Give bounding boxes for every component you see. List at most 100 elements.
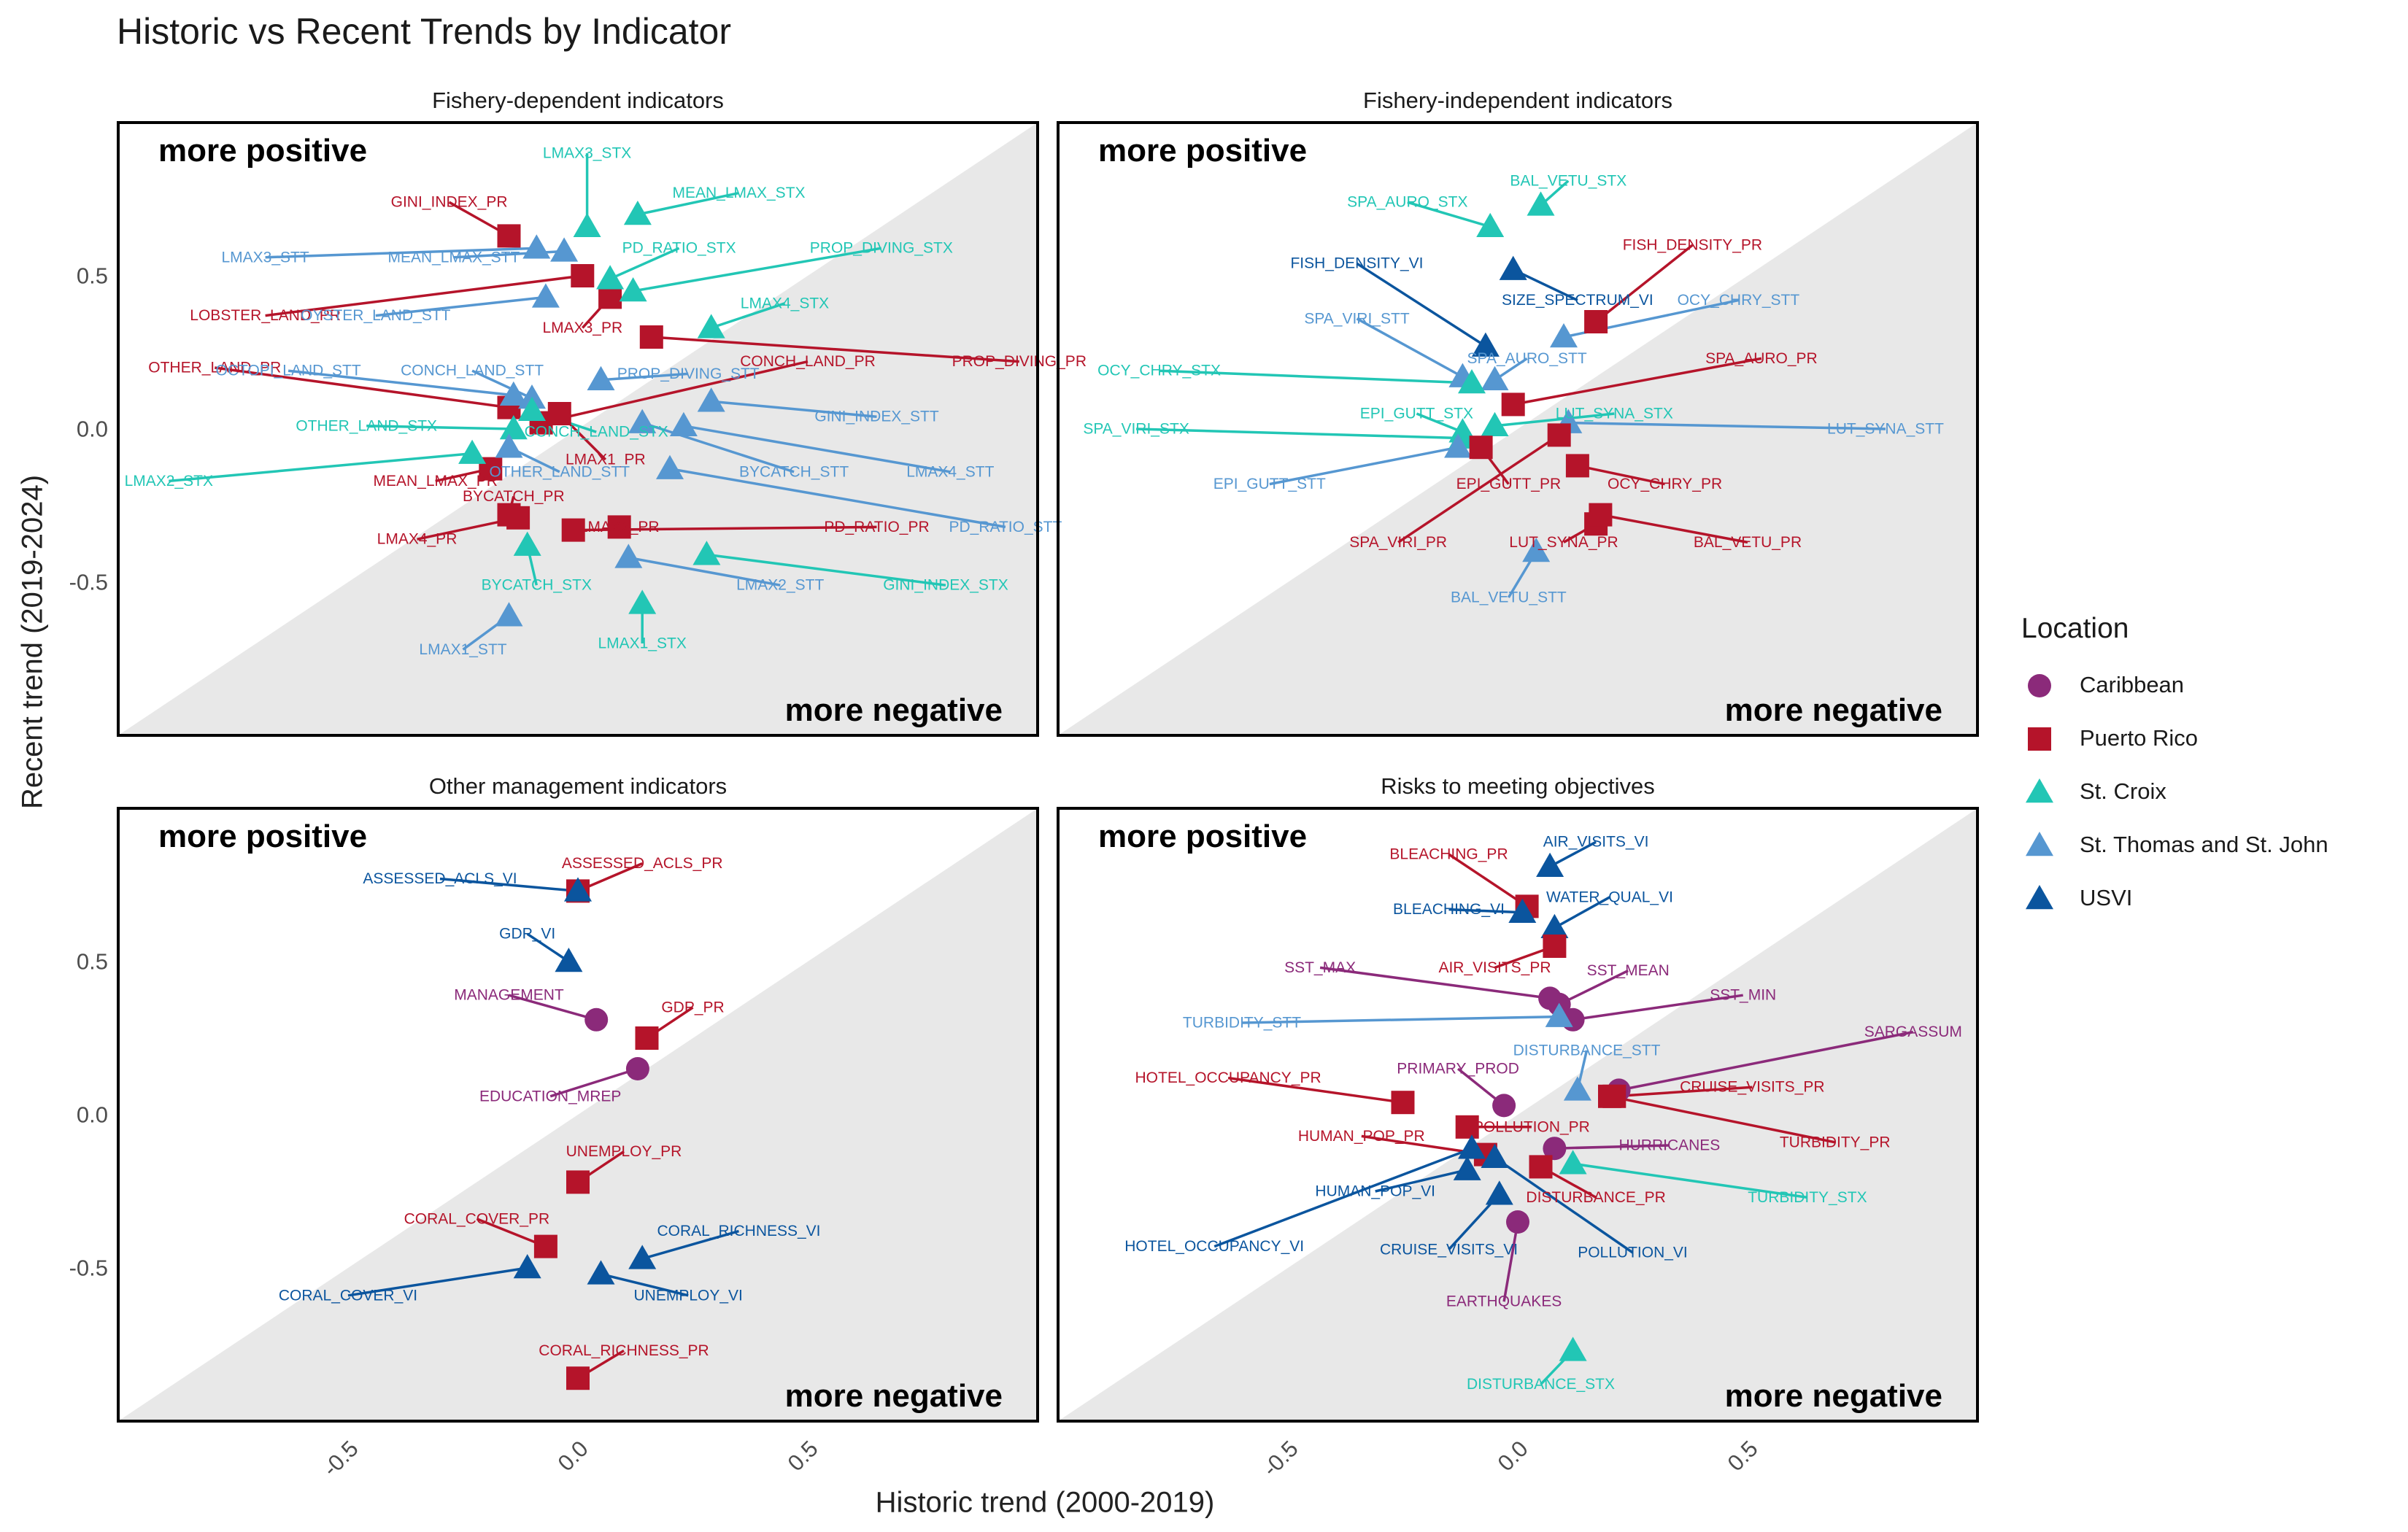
point-label: OTHER_LAND_PR bbox=[148, 360, 281, 376]
leader-line bbox=[1356, 262, 1486, 348]
leader-line bbox=[641, 1229, 739, 1261]
leader-line bbox=[628, 556, 781, 587]
legend-entry: St. Croix bbox=[2021, 765, 2328, 818]
point-label: SST_MIN bbox=[1710, 987, 1776, 1004]
more-negative-label: more negative bbox=[785, 692, 1003, 728]
leader-line bbox=[1319, 966, 1551, 1000]
point-marker bbox=[635, 1026, 659, 1050]
point-label: HOTEL_OCCUPANCY_PR bbox=[1135, 1069, 1321, 1086]
leader-line bbox=[1618, 1030, 1914, 1092]
panel-title: Fishery-dependent indicators bbox=[432, 88, 724, 113]
point-marker bbox=[564, 877, 592, 902]
point-label: DISTURBANCE_STT bbox=[1513, 1042, 1661, 1059]
point-label: LMAX1_PR bbox=[566, 452, 646, 468]
negative-region bbox=[1058, 123, 1977, 735]
point-label: PD_RATIO_STT bbox=[949, 519, 1062, 535]
leader-line bbox=[1397, 433, 1560, 543]
leader-line bbox=[215, 366, 509, 409]
y-tick-label: 0.5 bbox=[77, 949, 108, 975]
point-marker bbox=[1559, 1150, 1587, 1175]
legend: Location Caribbean Puerto Rico St. Croix St… bbox=[2021, 613, 2328, 924]
leader-line bbox=[1227, 1076, 1403, 1104]
point-marker bbox=[697, 387, 725, 412]
point-marker bbox=[513, 531, 541, 556]
legend-items: Caribbean Puerto Rico St. Croix St. Thomas … bbox=[2021, 658, 2328, 924]
point-marker bbox=[1453, 1156, 1481, 1180]
point-label: LMAX4_PR bbox=[377, 531, 458, 548]
point-marker bbox=[584, 1007, 609, 1032]
panel-title: Fishery-independent indicators bbox=[1363, 88, 1672, 113]
point-label: ASSESSED_ACLS_PR bbox=[562, 855, 723, 872]
point-marker bbox=[1522, 538, 1551, 562]
point-marker bbox=[531, 283, 560, 308]
y-tick-label: -0.5 bbox=[69, 1256, 108, 1281]
point-marker bbox=[1455, 1115, 1479, 1139]
point-marker bbox=[571, 264, 595, 287]
point-marker bbox=[495, 602, 523, 627]
leader-line bbox=[609, 247, 680, 280]
leader-line bbox=[669, 467, 1006, 529]
x-tick-label: 0.0 bbox=[1493, 1436, 1533, 1476]
leader-line bbox=[633, 247, 882, 293]
point-label: UNEMPLOY_PR bbox=[566, 1143, 682, 1160]
point-label: MANAGEMENT bbox=[454, 987, 564, 1004]
point-marker bbox=[1471, 332, 1500, 357]
point-label: PROP_DIVING_STX bbox=[810, 240, 953, 257]
leader-line bbox=[637, 191, 739, 216]
leader-line bbox=[1159, 369, 1473, 384]
point-marker bbox=[1458, 369, 1486, 394]
point-label: WATER_QUAL_VI bbox=[1546, 889, 1673, 905]
point-label: LUT_SYNA_PR bbox=[1509, 534, 1618, 551]
leader-line bbox=[683, 425, 951, 473]
panel-title: Risks to meeting objectives bbox=[1381, 773, 1655, 799]
point-label: TURBIDITY_STX bbox=[1748, 1189, 1867, 1206]
point-label: PD_RATIO_PR bbox=[824, 519, 929, 535]
point-marker bbox=[522, 234, 551, 259]
point-marker bbox=[518, 396, 546, 422]
point-label: BAL_VETU_STX bbox=[1510, 172, 1626, 189]
leader-line bbox=[1269, 446, 1459, 486]
leader-line bbox=[1502, 1221, 1519, 1302]
point-label: BLEACHING_VI bbox=[1393, 901, 1505, 918]
point-marker bbox=[656, 454, 684, 479]
point-label: CORAL_COVER_VI bbox=[279, 1287, 417, 1304]
point-label: EARTHQUAKES bbox=[1446, 1293, 1562, 1310]
leader-line bbox=[1494, 412, 1615, 428]
point-label: GINI_INDEX_STX bbox=[883, 577, 1008, 594]
y-tick-label: 0.0 bbox=[77, 417, 108, 442]
point-marker bbox=[555, 948, 583, 972]
panel-border bbox=[117, 807, 1039, 1423]
point-marker bbox=[1469, 436, 1493, 460]
point-marker bbox=[1563, 1076, 1591, 1101]
point-label: PROP_DIVING_STT bbox=[617, 365, 760, 382]
point-marker bbox=[495, 433, 523, 458]
point-marker bbox=[533, 1234, 557, 1258]
y-tick-label: 0.0 bbox=[77, 1102, 108, 1128]
point-label: PROP_DIVING_PR bbox=[952, 353, 1087, 370]
leader-line bbox=[288, 369, 514, 397]
point-marker bbox=[1444, 433, 1473, 458]
point-marker bbox=[639, 325, 663, 349]
point-label: OYSTER_LAND_STT bbox=[301, 307, 451, 324]
point-marker bbox=[1391, 1091, 1415, 1115]
more-positive-label: more positive bbox=[158, 133, 367, 169]
panel-3: Other management indicators more positive… bbox=[117, 773, 1039, 1423]
point-marker bbox=[1458, 1134, 1486, 1159]
leader-line bbox=[711, 400, 877, 418]
legend-marker bbox=[2028, 673, 2051, 697]
point-label: EPI_GUTT_PR bbox=[1456, 476, 1562, 492]
y-tick-label: -0.5 bbox=[69, 570, 108, 595]
point-marker bbox=[458, 439, 487, 464]
point-label: MEAN_LMAX_STX bbox=[672, 185, 805, 201]
point-marker bbox=[1559, 1336, 1587, 1361]
point-label: LMAX2_STX bbox=[125, 473, 213, 490]
leader-line bbox=[265, 274, 583, 317]
legend-marker bbox=[2026, 778, 2053, 802]
point-label: OCY_CHRY_STT bbox=[1678, 292, 1800, 309]
leader-line bbox=[711, 302, 786, 330]
leader-line bbox=[641, 421, 795, 473]
point-label: CONCH_LAND_STT bbox=[401, 363, 544, 379]
point-marker bbox=[1598, 1084, 1621, 1108]
point-marker bbox=[1501, 392, 1525, 417]
point-label: CRUISE_VISITS_PR bbox=[1680, 1079, 1824, 1096]
